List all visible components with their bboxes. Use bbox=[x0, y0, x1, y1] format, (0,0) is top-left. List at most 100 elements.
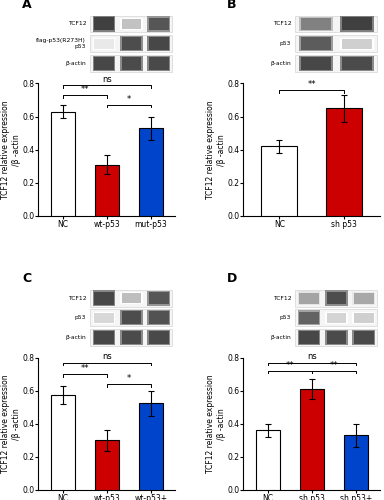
Bar bbox=[353, 312, 375, 324]
Bar bbox=[262, 146, 297, 216]
Bar bbox=[93, 330, 115, 345]
Bar bbox=[120, 36, 143, 52]
Bar bbox=[342, 38, 372, 49]
Text: TCF12: TCF12 bbox=[68, 296, 86, 300]
Text: **: ** bbox=[286, 360, 294, 370]
Text: *: * bbox=[127, 374, 131, 383]
Text: C: C bbox=[22, 272, 31, 285]
Bar bbox=[147, 330, 170, 345]
Bar bbox=[94, 331, 114, 344]
Bar bbox=[121, 19, 141, 29]
Text: p53: p53 bbox=[280, 41, 291, 46]
Y-axis label: TCF12 relative expression
/β -actin: TCF12 relative expression /β -actin bbox=[1, 374, 21, 473]
Bar bbox=[147, 36, 170, 52]
Bar bbox=[298, 292, 320, 305]
Bar bbox=[121, 331, 141, 344]
Text: *: * bbox=[127, 95, 131, 104]
Y-axis label: TCF12 relative expression
/β -actin: TCF12 relative expression /β -actin bbox=[206, 374, 226, 473]
Bar bbox=[139, 403, 163, 490]
Bar bbox=[325, 290, 348, 306]
Bar bbox=[301, 57, 331, 70]
Bar bbox=[147, 310, 170, 326]
Bar bbox=[121, 57, 141, 70]
Text: p53: p53 bbox=[280, 316, 291, 320]
FancyBboxPatch shape bbox=[90, 55, 172, 72]
Bar bbox=[93, 312, 115, 324]
Bar bbox=[149, 331, 169, 344]
FancyBboxPatch shape bbox=[295, 310, 377, 326]
Bar bbox=[353, 330, 375, 345]
Bar bbox=[120, 330, 143, 345]
Bar bbox=[149, 292, 169, 304]
Bar bbox=[299, 292, 319, 304]
FancyBboxPatch shape bbox=[295, 16, 377, 32]
Text: D: D bbox=[227, 272, 237, 285]
Text: β-actin: β-actin bbox=[66, 61, 86, 66]
Bar bbox=[94, 39, 114, 48]
Bar bbox=[120, 56, 143, 71]
Text: β-actin: β-actin bbox=[271, 61, 291, 66]
Bar bbox=[139, 128, 163, 216]
Text: **: ** bbox=[308, 80, 316, 89]
Bar bbox=[353, 292, 375, 304]
Bar bbox=[299, 17, 333, 31]
Bar bbox=[121, 293, 141, 304]
Bar bbox=[344, 436, 368, 490]
Bar bbox=[342, 57, 372, 70]
FancyBboxPatch shape bbox=[295, 290, 377, 306]
Bar bbox=[94, 57, 114, 70]
Bar bbox=[326, 292, 346, 304]
FancyBboxPatch shape bbox=[90, 329, 172, 346]
Bar bbox=[299, 312, 319, 324]
FancyBboxPatch shape bbox=[90, 310, 172, 326]
FancyBboxPatch shape bbox=[90, 35, 172, 52]
Bar bbox=[340, 38, 374, 50]
Bar bbox=[149, 38, 169, 50]
Bar bbox=[325, 312, 348, 324]
Bar bbox=[51, 395, 75, 490]
Text: TCF12: TCF12 bbox=[273, 296, 291, 300]
Text: **: ** bbox=[81, 85, 89, 94]
Bar bbox=[326, 313, 346, 323]
Bar bbox=[325, 330, 348, 345]
Text: TCF12: TCF12 bbox=[68, 22, 86, 26]
Bar bbox=[93, 38, 115, 50]
Bar bbox=[340, 16, 374, 32]
Text: ns: ns bbox=[307, 352, 317, 362]
FancyBboxPatch shape bbox=[90, 290, 172, 306]
Bar bbox=[256, 430, 280, 490]
Text: p53: p53 bbox=[75, 316, 86, 320]
Bar bbox=[94, 18, 114, 30]
Text: A: A bbox=[22, 0, 31, 11]
Bar bbox=[93, 16, 115, 32]
Text: **: ** bbox=[81, 364, 89, 373]
Bar bbox=[149, 57, 169, 70]
FancyBboxPatch shape bbox=[295, 35, 377, 52]
Text: ns: ns bbox=[102, 75, 112, 84]
Bar bbox=[149, 312, 169, 324]
Text: TCF12: TCF12 bbox=[273, 22, 291, 26]
Bar bbox=[120, 310, 143, 326]
Bar bbox=[298, 310, 320, 325]
Bar bbox=[342, 18, 372, 30]
Bar bbox=[120, 18, 143, 30]
Bar bbox=[121, 38, 141, 50]
FancyBboxPatch shape bbox=[90, 16, 172, 32]
Bar bbox=[94, 440, 119, 490]
Bar bbox=[51, 112, 75, 216]
Bar bbox=[326, 331, 346, 344]
Text: **: ** bbox=[329, 360, 338, 370]
Bar bbox=[147, 16, 170, 32]
Bar bbox=[147, 290, 170, 306]
Text: ns: ns bbox=[102, 352, 112, 362]
Bar bbox=[120, 292, 143, 304]
Text: β-actin: β-actin bbox=[271, 335, 291, 340]
Bar bbox=[300, 389, 324, 490]
Bar bbox=[354, 312, 374, 323]
FancyBboxPatch shape bbox=[295, 55, 377, 72]
FancyBboxPatch shape bbox=[295, 329, 377, 346]
Bar bbox=[301, 18, 331, 30]
Bar bbox=[354, 331, 374, 344]
Bar bbox=[340, 56, 374, 71]
Bar bbox=[149, 18, 169, 30]
